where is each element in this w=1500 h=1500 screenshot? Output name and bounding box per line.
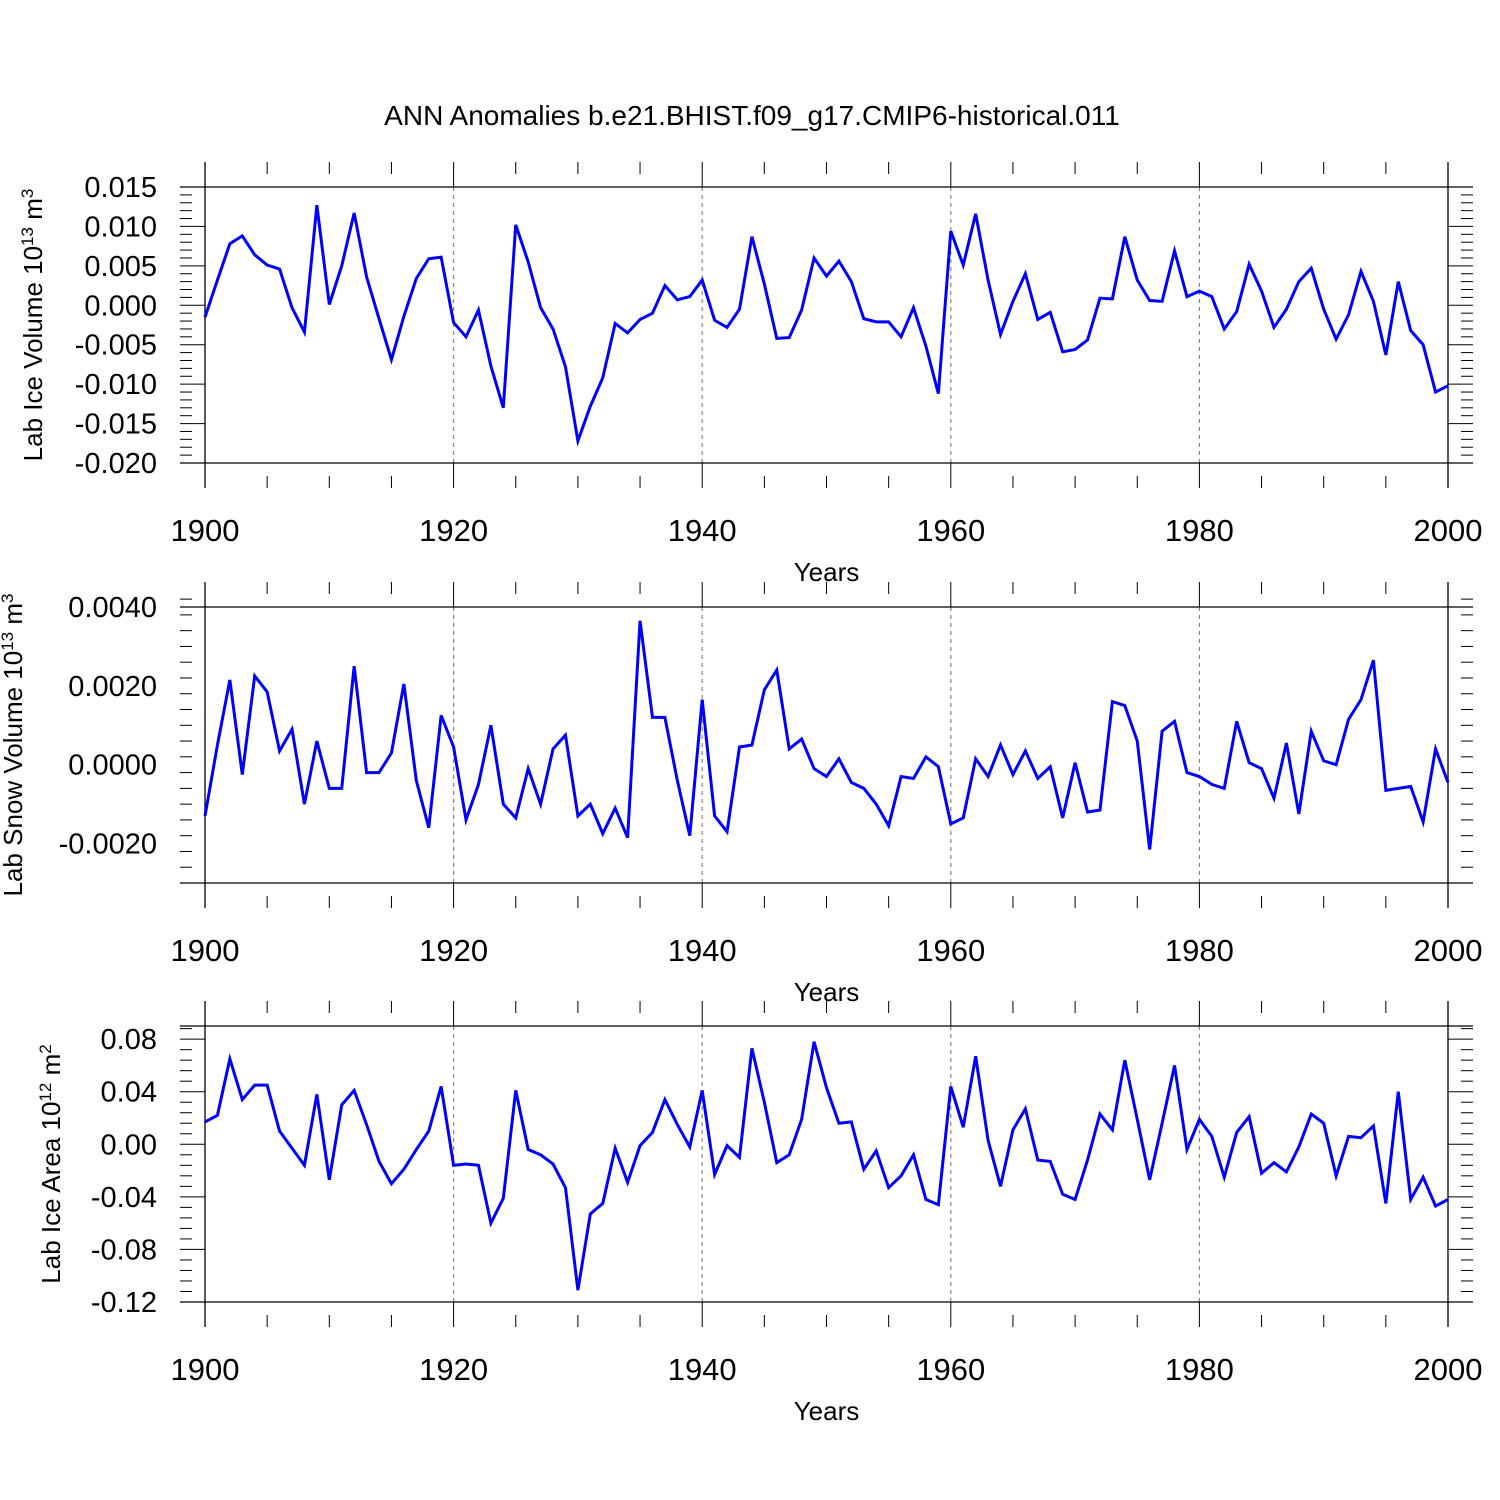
x-tick-label: 1920 xyxy=(419,1352,488,1387)
y-tick-label: -0.005 xyxy=(75,330,157,362)
figure-title: ANN Anomalies b.e21.BHIST.f09_g17.CMIP6-… xyxy=(384,100,1120,131)
y-axis-label: Lab Ice Volume 1013 m3 xyxy=(18,189,49,462)
x-tick-label: 1980 xyxy=(1165,933,1234,968)
y-tick-label: 0.0000 xyxy=(68,750,157,782)
x-tick-label: 1940 xyxy=(668,933,737,968)
x-tick-label: 1940 xyxy=(668,1352,737,1387)
y-axis-label-part: Lab Ice Area 10 xyxy=(36,1102,66,1284)
y-tick-label: 0.00 xyxy=(101,1129,157,1161)
y-axis-label-exponent: 3 xyxy=(18,189,37,198)
x-tick-label: 1960 xyxy=(916,933,985,968)
x-tick-label: 2000 xyxy=(1414,1352,1483,1387)
y-tick-label: -0.08 xyxy=(91,1234,157,1266)
panel-ice-area: 1900 1920 1940 1960 1980 2000 Years -0.12 -0.08 -… xyxy=(36,1001,1483,1426)
x-tick-label: 1900 xyxy=(171,513,240,548)
y-tick-label: -0.020 xyxy=(75,448,157,480)
x-tick-label: 1980 xyxy=(1165,1352,1234,1387)
series-line xyxy=(203,204,1449,447)
x-tick-label: 1920 xyxy=(419,513,488,548)
y-tick-label: -0.015 xyxy=(75,409,157,441)
y-tick-label: 0.010 xyxy=(84,211,157,243)
y-axis-label: Lab Snow Volume 1013 m3 xyxy=(0,593,28,896)
y-tick-label: 0.0020 xyxy=(68,671,157,703)
y-tick-label: -0.12 xyxy=(91,1287,157,1319)
panel-ice-volume: 1900 1920 1940 1960 1980 2000Years-0.020-0.01… xyxy=(18,162,1483,587)
y-tick-label: 0.000 xyxy=(84,290,157,322)
y-tick-label: -0.04 xyxy=(91,1182,157,1214)
y-axis-label-exponent: 13 xyxy=(18,227,37,246)
y-tick-label: -0.010 xyxy=(75,369,157,401)
y-tick-label: 0.04 xyxy=(101,1077,157,1109)
x-tick-label: 1960 xyxy=(916,1352,985,1387)
y-tick-label: 0.08 xyxy=(101,1024,157,1056)
panel-snow-volume: 1900 1920 1940 1960 1980 2000Years-0.00200.00… xyxy=(0,582,1482,1007)
x-tick-label: 1900 xyxy=(171,1352,240,1387)
x-tick-label: 1920 xyxy=(419,933,488,968)
y-tick-label: -0.0020 xyxy=(59,829,157,861)
x-tick-label: 1980 xyxy=(1165,513,1234,548)
y-axis-label-exponent: 12 xyxy=(36,1083,55,1102)
y-tick-label: 0.015 xyxy=(84,172,157,204)
y-axis-label-part: Lab Ice Volume 10 xyxy=(18,246,48,461)
series-line xyxy=(203,620,1450,850)
y-tick-label: 0.0040 xyxy=(68,592,157,624)
x-tick-label: 1900 xyxy=(171,933,240,968)
y-axis-label-part: Lab Snow Volume 10 xyxy=(0,651,28,897)
x-tick-label: 1960 xyxy=(916,513,985,548)
y-axis-label-exponent: 2 xyxy=(36,1044,55,1053)
y-axis-label-exponent: 3 xyxy=(0,593,17,602)
y-axis-label-exponent: 13 xyxy=(0,632,17,651)
y-axis-label: Lab Ice Area 1012 m2 xyxy=(36,1044,67,1283)
x-tick-label: 1940 xyxy=(668,513,737,548)
x-tick-label: 2000 xyxy=(1414,513,1483,548)
series-line xyxy=(204,1041,1449,1291)
x-axis-label: Years xyxy=(794,1396,860,1426)
y-tick-label: 0.005 xyxy=(84,251,157,283)
y-axis-label-part: m xyxy=(0,603,28,632)
y-axis-label-part: m xyxy=(18,198,48,227)
x-tick-label: 2000 xyxy=(1414,933,1483,968)
y-axis-label-part: m xyxy=(36,1054,66,1083)
